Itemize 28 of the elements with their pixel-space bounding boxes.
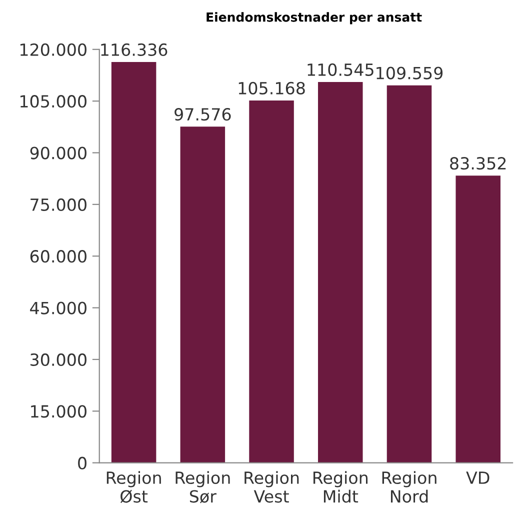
x-tick-label: Region Nord: [382, 471, 436, 503]
x-tick-label: Region Vest: [244, 471, 299, 503]
x-tick-label: Region Øst: [106, 471, 161, 504]
y-tick-label: 75.000: [30, 198, 86, 211]
y-tick-label: 30.000: [30, 353, 86, 366]
y-tick-label: 120.000: [20, 43, 86, 56]
y-tick-label: 15.000: [31, 405, 86, 418]
bar: [318, 82, 363, 463]
data-label: 110.545: [308, 63, 374, 76]
y-tick-label: 60.000: [30, 250, 86, 263]
bar: [111, 62, 156, 463]
x-tick-label: Region Sør: [176, 471, 230, 504]
x-tick-label: VD: [466, 472, 490, 484]
y-tick-label: 0: [78, 456, 86, 470]
bar: [386, 85, 432, 463]
bar: [456, 176, 500, 463]
bar: [249, 100, 294, 463]
x-tick-label: Region Midt: [313, 471, 368, 503]
bar: [180, 126, 226, 463]
data-label: 83.352: [450, 157, 506, 170]
chart-title: Eiendomskostnader per ansatt: [206, 12, 422, 24]
data-label: 109.559: [376, 66, 443, 80]
y-tick-label: 90.000: [30, 146, 86, 160]
data-label: 116.336: [101, 43, 168, 56]
y-tick-label: 45.000: [30, 302, 86, 314]
data-label: 97.576: [174, 108, 231, 121]
data-label: 105.168: [238, 82, 305, 94]
y-tick-label: 105.000: [20, 95, 86, 108]
